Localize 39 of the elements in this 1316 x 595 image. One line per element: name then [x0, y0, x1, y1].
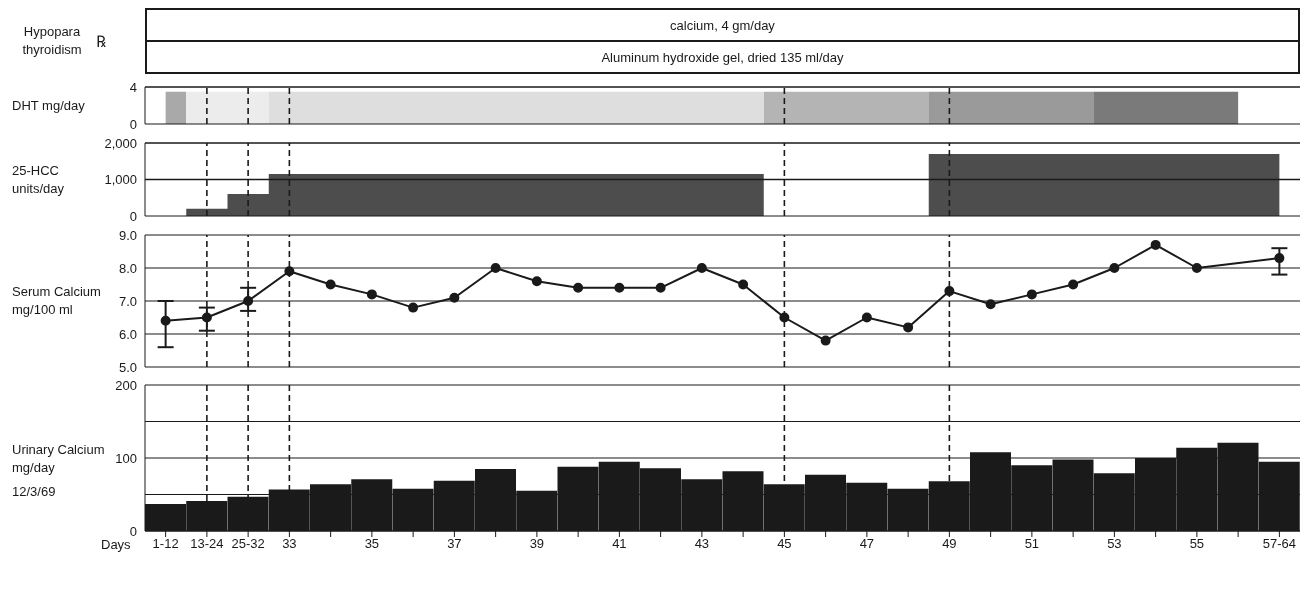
y-axis-title: DHT mg/day — [12, 97, 86, 115]
x-tick-label: 45 — [777, 536, 792, 552]
text: 12/3/69 — [12, 483, 57, 501]
y-tick-label: 4 — [129, 79, 137, 95]
text: Hypopara thyroidism — [21, 23, 83, 59]
y-tick-label: 0 — [129, 523, 137, 539]
x-tick-label: 41 — [612, 536, 627, 552]
x-tick-label: 35 — [364, 536, 380, 552]
y-tick-label: 7.0 — [118, 293, 137, 309]
x-tick-label: 51 — [1024, 536, 1040, 552]
y-tick-label: 0 — [129, 116, 137, 132]
y-axis-title: 25-HCC units/day — [12, 162, 66, 198]
y-tick-label: 100 — [115, 450, 137, 466]
x-tick-label: 13-24 — [190, 536, 224, 552]
x-tick-label: 43 — [694, 536, 710, 552]
x-tick-label: 33 — [282, 536, 297, 552]
x-tick-label: 57-64 — [1262, 536, 1296, 552]
y-tick-label: 0 — [129, 208, 137, 224]
x-tick-label: 53 — [1107, 536, 1122, 552]
x-tick-label: 1-12 — [152, 536, 179, 552]
x-tick-label: 55 — [1189, 536, 1205, 552]
x-axis-title: Days — [101, 537, 131, 552]
y-tick-label: 1,000 — [104, 172, 137, 188]
text: ℞ — [96, 32, 106, 52]
y-tick-label: 9.0 — [118, 227, 137, 243]
y-tick-label: 6.0 — [118, 326, 137, 342]
x-tick-label: 49 — [942, 536, 957, 552]
y-tick-label: 2,000 — [104, 135, 137, 151]
x-tick-label: 47 — [859, 536, 875, 552]
y-axis-title: Urinary Calcium mg/day — [12, 441, 105, 477]
y-tick-label: 8.0 — [118, 260, 137, 276]
y-tick-label: 200 — [115, 377, 137, 393]
text: calcium, 4 gm/day — [669, 16, 776, 35]
y-axis-title: Serum Calcium mg/100 ml — [12, 283, 102, 319]
x-tick-label: 37 — [447, 536, 462, 552]
x-tick-label: 25-32 — [231, 536, 265, 552]
y-tick-label: 5.0 — [118, 359, 137, 375]
x-tick-label: 39 — [529, 536, 545, 552]
text: Aluminum hydroxide gel, dried 135 ml/day — [147, 40, 1298, 72]
